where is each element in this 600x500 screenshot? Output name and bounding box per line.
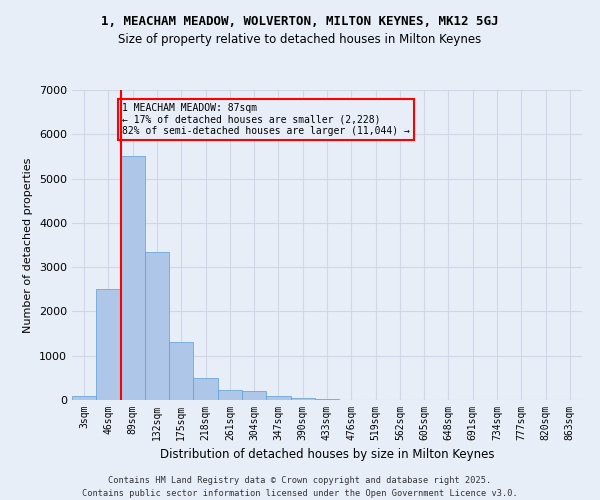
- Bar: [242, 391, 266, 400]
- Bar: [218, 390, 242, 400]
- X-axis label: Distribution of detached houses by size in Milton Keynes: Distribution of detached houses by size …: [160, 448, 494, 462]
- Bar: [72, 396, 96, 400]
- Text: 1, MEACHAM MEADOW, WOLVERTON, MILTON KEYNES, MK12 5GJ: 1, MEACHAM MEADOW, WOLVERTON, MILTON KEY…: [101, 15, 499, 28]
- Y-axis label: Number of detached properties: Number of detached properties: [23, 158, 34, 332]
- Bar: [169, 342, 193, 400]
- Bar: [96, 290, 121, 400]
- Bar: [121, 156, 145, 400]
- Bar: [145, 252, 169, 400]
- Bar: [193, 378, 218, 400]
- Bar: [315, 398, 339, 400]
- Text: Contains HM Land Registry data © Crown copyright and database right 2025.
Contai: Contains HM Land Registry data © Crown c…: [82, 476, 518, 498]
- Text: Size of property relative to detached houses in Milton Keynes: Size of property relative to detached ho…: [118, 32, 482, 46]
- Bar: [290, 398, 315, 400]
- Text: 1 MEACHAM MEADOW: 87sqm
← 17% of detached houses are smaller (2,228)
82% of semi: 1 MEACHAM MEADOW: 87sqm ← 17% of detache…: [122, 104, 410, 136]
- Bar: [266, 396, 290, 400]
